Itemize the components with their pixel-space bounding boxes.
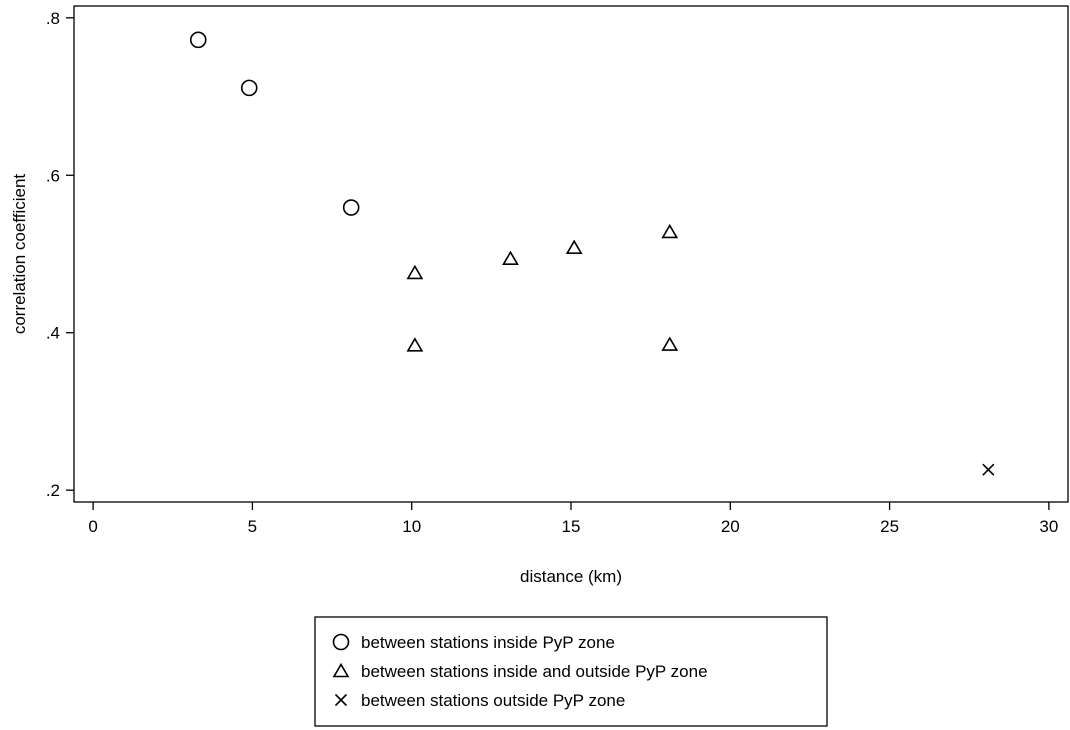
circle-data-point xyxy=(342,199,360,216)
circle-data-point xyxy=(240,79,258,97)
y-tick-label: .2 xyxy=(46,481,60,500)
legend-frame xyxy=(314,616,828,727)
x-tick-label: 0 xyxy=(88,517,97,536)
triangle-data-point xyxy=(565,239,583,255)
x-tick-label: 25 xyxy=(880,517,899,536)
y-axis: .2 .4 .6 .8 xyxy=(46,9,74,500)
triangle-data-point xyxy=(406,264,424,280)
x-tick-label: 5 xyxy=(248,517,257,536)
triangle-data-point xyxy=(661,223,679,239)
legend-entry-label: between stations inside PyP zone xyxy=(361,633,615,652)
x-tick-label: 10 xyxy=(402,517,421,536)
x-axis-title: distance (km) xyxy=(520,567,622,586)
y-tick-label: .6 xyxy=(46,166,60,185)
legend-triangle-marker xyxy=(332,662,350,678)
legend: between stations inside PyP zone between … xyxy=(314,616,828,727)
legend-entry-label: between stations inside and outside PyP … xyxy=(361,662,708,681)
circle-data-point xyxy=(189,31,207,49)
x-data-point xyxy=(982,463,995,476)
x-axis: 0 5 10 15 20 25 30 xyxy=(88,502,1058,536)
y-axis-title: correlation coefficient xyxy=(10,174,29,335)
legend-entry-label: between stations outside PyP zone xyxy=(361,691,625,710)
data-points xyxy=(189,31,995,476)
triangle-data-point xyxy=(406,337,424,352)
x-tick-label: 15 xyxy=(562,517,581,536)
triangle-data-point xyxy=(502,250,519,266)
x-tick-label: 30 xyxy=(1039,517,1058,536)
legend-x-marker xyxy=(334,693,348,707)
y-tick-label: .8 xyxy=(46,9,60,28)
legend-circle-marker xyxy=(332,633,350,651)
triangle-data-point xyxy=(661,336,679,351)
y-tick-label: .4 xyxy=(46,324,60,343)
x-tick-label: 20 xyxy=(721,517,740,536)
